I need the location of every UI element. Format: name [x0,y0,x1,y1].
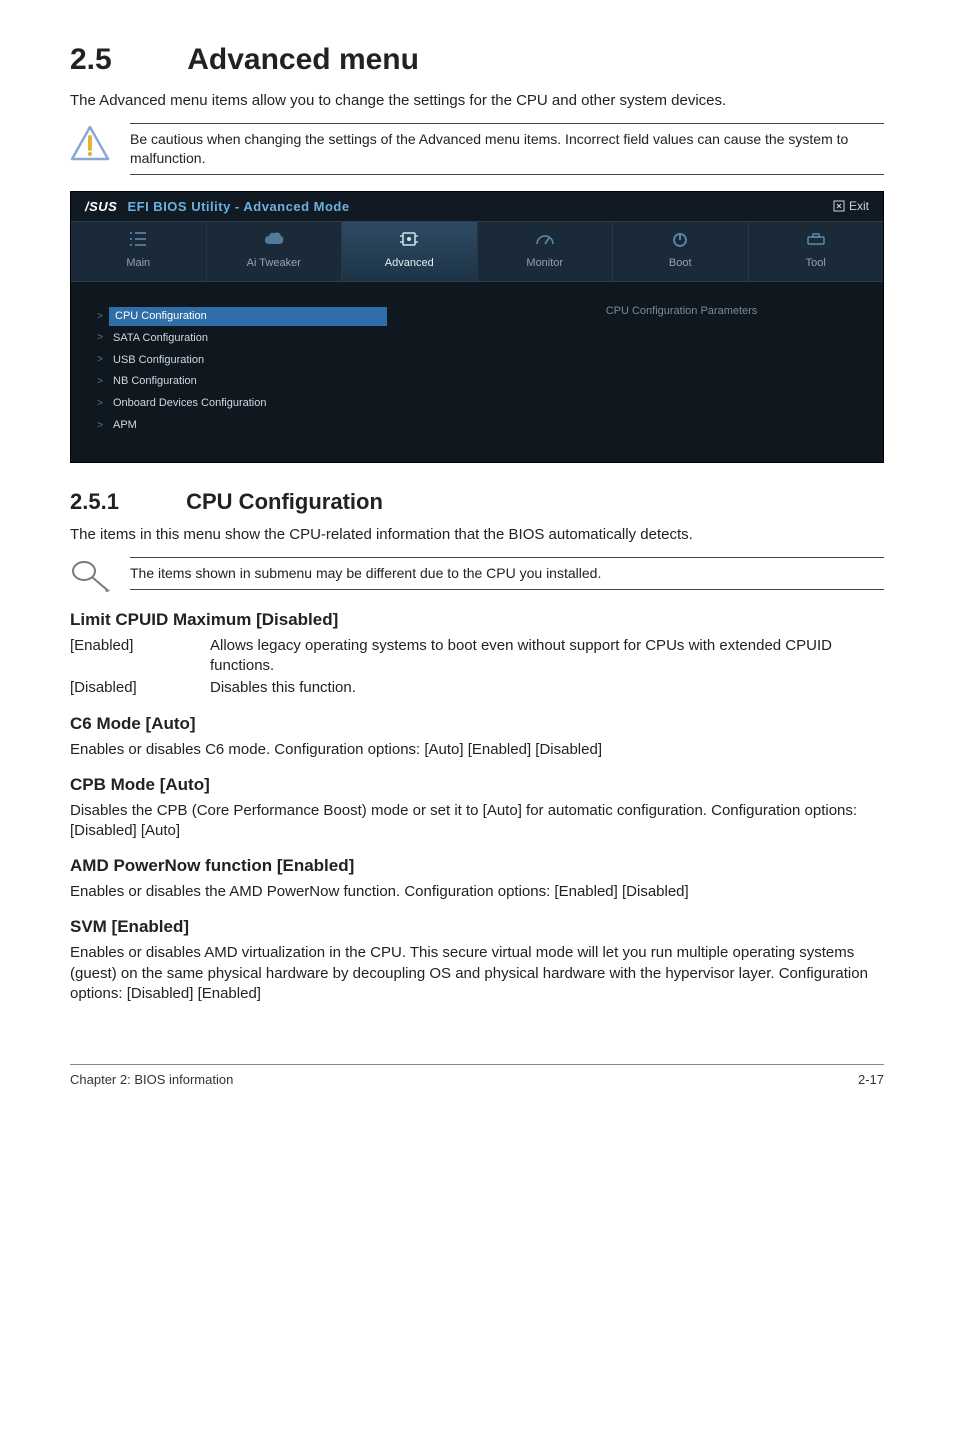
param-limit-cpuid-title: Limit CPUID Maximum [Disabled] [70,609,884,632]
caution-text: Be cautious when changing the settings o… [130,123,884,175]
param-row: [Enabled] Allows legacy operating system… [70,636,884,677]
tab-advanced-label: Advanced [385,257,434,269]
chevron-icon: > [93,331,107,345]
param-value: Disables this function. [210,678,884,698]
param-cpb-body: Disables the CPB (Core Performance Boost… [70,801,884,842]
param-c6-title: C6 Mode [Auto] [70,713,884,736]
list-icon [75,230,202,252]
caution-icon [70,123,130,161]
bios-help-panel: CPU Configuration Parameters [596,282,883,462]
chevron-icon: > [93,419,107,433]
tab-boot[interactable]: Boot [613,222,749,281]
tab-boot-label: Boot [669,257,692,269]
power-icon [617,230,744,252]
bios-header: /SUS EFI BIOS Utility - Advanced Mode Ex… [71,192,883,222]
page-footer: Chapter 2: BIOS information 2-17 [70,1064,884,1089]
param-powernow-body: Enables or disables the AMD PowerNow fun… [70,882,884,902]
note-icon [70,557,130,593]
chevron-icon: > [93,397,107,411]
bios-item-cpu-config[interactable]: > CPU Configuration [93,307,586,326]
tab-main-label: Main [126,257,150,269]
bios-item-label: SATA Configuration [109,329,212,348]
section-intro: The Advanced menu items allow you to cha… [70,91,884,111]
bios-exit-button[interactable]: Exit [833,198,869,214]
bios-item-onboard-devices[interactable]: > Onboard Devices Configuration [93,394,586,413]
bios-tab-bar: Main Ai Tweaker Advanced Monitor Boot [71,221,883,282]
subsection-title-text: CPU Configuration [186,489,383,514]
note-block: The items shown in submenu may be differ… [70,557,884,593]
bios-item-label: CPU Configuration [109,307,387,326]
chevron-icon: > [93,375,107,389]
tab-tool[interactable]: Tool [749,222,884,281]
bios-brand: /SUS EFI BIOS Utility - Advanced Mode [85,198,350,216]
tab-ai-tweaker[interactable]: Ai Tweaker [207,222,343,281]
chevron-icon: > [93,310,107,324]
bios-item-sata-config[interactable]: > SATA Configuration [93,329,586,348]
footer-right: 2-17 [858,1071,884,1089]
chevron-icon: > [93,353,107,367]
footer-left: Chapter 2: BIOS information [70,1071,233,1089]
tab-main[interactable]: Main [71,222,207,281]
param-svm-title: SVM [Enabled] [70,916,884,939]
section-heading: 2.5 Advanced menu [70,40,884,81]
bios-screenshot: /SUS EFI BIOS Utility - Advanced Mode Ex… [70,191,884,463]
param-powernow-title: AMD PowerNow function [Enabled] [70,855,884,878]
param-cpb-title: CPB Mode [Auto] [70,774,884,797]
param-value: Allows legacy operating systems to boot … [210,636,884,677]
bios-item-nb-config[interactable]: > NB Configuration [93,372,586,391]
bios-item-usb-config[interactable]: > USB Configuration [93,351,586,370]
bios-header-title: EFI BIOS Utility - Advanced Mode [127,199,349,214]
cloud-icon [211,230,338,252]
bios-item-apm[interactable]: > APM [93,416,586,435]
bios-exit-label: Exit [849,198,869,214]
tab-monitor-label: Monitor [526,257,563,269]
bios-item-label: USB Configuration [109,351,208,370]
tab-ai-tweaker-label: Ai Tweaker [247,257,301,269]
bios-body: > CPU Configuration > SATA Configuration… [71,282,883,462]
tab-advanced[interactable]: Advanced [342,222,478,281]
param-key: [Disabled] [70,678,210,698]
subsection-intro: The items in this menu show the CPU-rela… [70,525,884,545]
bios-item-label: NB Configuration [109,372,201,391]
bios-help-text: CPU Configuration Parameters [606,305,758,317]
tab-monitor[interactable]: Monitor [478,222,614,281]
bios-item-label: APM [109,416,141,435]
subsection-number: 2.5.1 [70,487,180,517]
note-text: The items shown in submenu may be differ… [130,557,884,590]
section-title-text: Advanced menu [187,43,419,76]
param-row: [Disabled] Disables this function. [70,678,884,698]
gauge-icon [482,230,609,252]
caution-block: Be cautious when changing the settings o… [70,123,884,175]
param-svm-body: Enables or disables AMD virtualization i… [70,943,884,1004]
param-c6-body: Enables or disables C6 mode. Configurati… [70,740,884,760]
section-number: 2.5 [70,40,180,81]
tab-tool-label: Tool [806,257,826,269]
chip-icon [346,230,473,252]
subsection-heading: 2.5.1 CPU Configuration [70,487,884,517]
param-key: [Enabled] [70,636,210,677]
bios-menu-list: > CPU Configuration > SATA Configuration… [71,282,596,462]
bios-item-label: Onboard Devices Configuration [109,394,270,413]
bios-logo: /SUS [85,199,117,214]
tool-icon [753,230,880,252]
